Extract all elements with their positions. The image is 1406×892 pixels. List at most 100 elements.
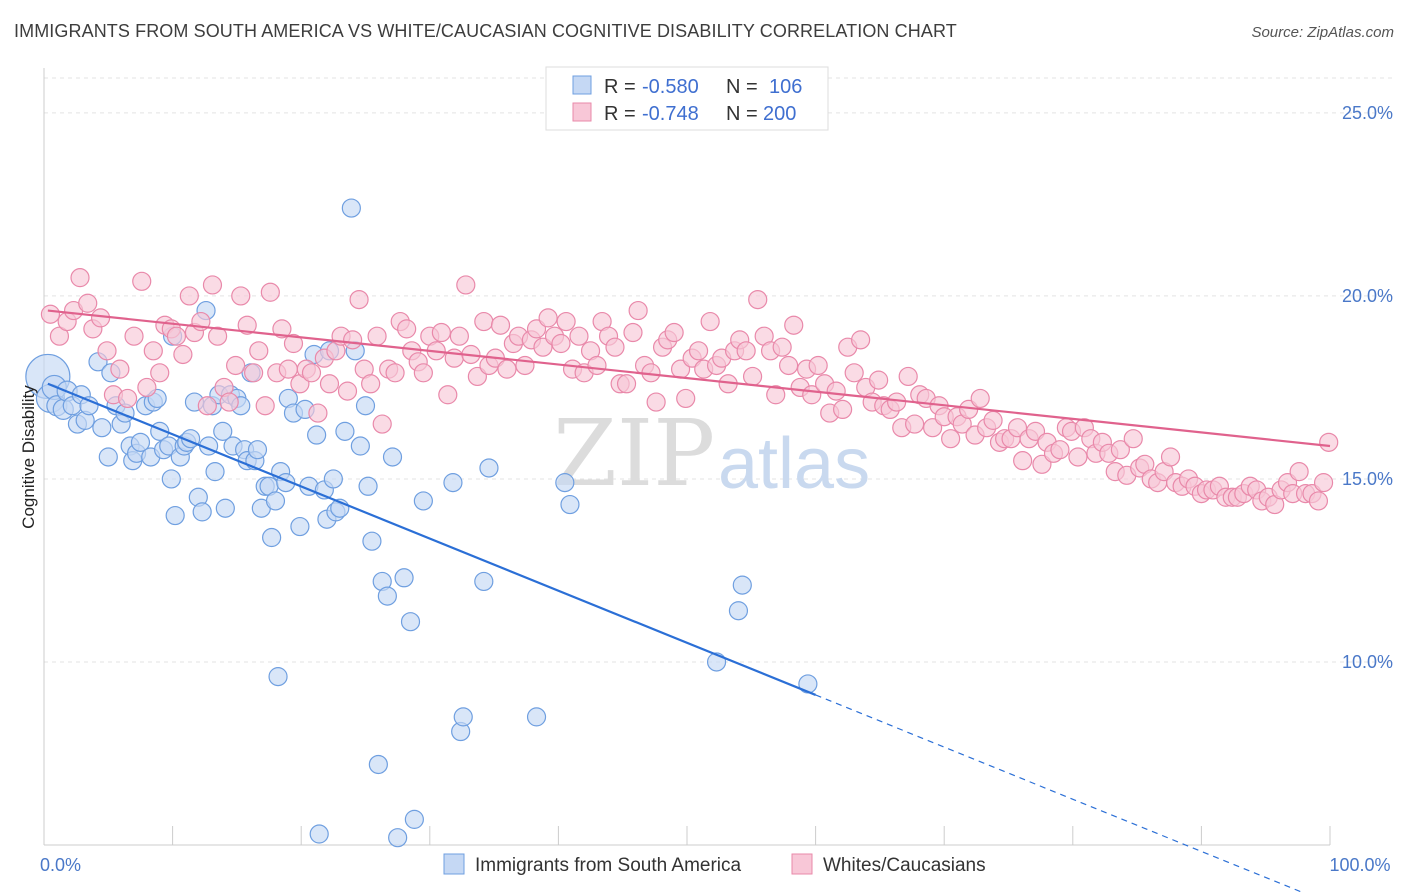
- data-point: [869, 370, 889, 390]
- data-point: [98, 447, 118, 467]
- data-point: [337, 381, 358, 401]
- data-point: [833, 399, 853, 420]
- data-point: [231, 286, 251, 306]
- data-point: [397, 319, 417, 339]
- watermark-zip: ZIP: [553, 400, 715, 507]
- data-point: [343, 330, 363, 350]
- data-point: [688, 341, 709, 361]
- y-tick-label: 25.0%: [1342, 103, 1393, 123]
- legend-n-label-1: N =: [726, 76, 758, 98]
- data-point: [844, 363, 864, 383]
- data-point: [226, 355, 246, 376]
- data-point: [742, 366, 763, 387]
- data-point: [367, 326, 387, 346]
- data-point: [244, 363, 264, 383]
- data-point: [676, 388, 696, 409]
- data-point: [766, 385, 786, 405]
- data-point: [132, 271, 152, 291]
- trend-lines: [47, 309, 1331, 892]
- data-point: [173, 344, 193, 365]
- data-point: [362, 531, 382, 551]
- legend-r-label-2: R =: [604, 103, 636, 125]
- data-point: [497, 359, 517, 379]
- trend-line-immigrants: [47, 382, 817, 696]
- data-point: [526, 707, 547, 727]
- data-point: [555, 473, 575, 493]
- trend-line-immigrants-extension: [815, 694, 1304, 892]
- data-point: [192, 502, 212, 522]
- data-point: [197, 396, 217, 416]
- bottom-legend: Immigrants from South America Whites/Cau…: [443, 853, 986, 876]
- data-point: [341, 198, 361, 218]
- data-point: [887, 392, 907, 412]
- data-point: [382, 447, 403, 467]
- data-point: [262, 527, 282, 548]
- data-point: [92, 418, 112, 438]
- legend-swatch-immigrants: [572, 75, 592, 95]
- data-point: [319, 374, 340, 394]
- data-point: [385, 363, 405, 383]
- data-point: [130, 432, 151, 452]
- data-point: [474, 571, 494, 592]
- data-point: [456, 275, 476, 295]
- data-point: [1110, 440, 1130, 460]
- data-point: [255, 396, 275, 416]
- legend-box: [545, 66, 829, 131]
- data-point: [215, 498, 235, 518]
- data-point: [983, 410, 1003, 430]
- data-point: [358, 476, 378, 496]
- bottom-legend-label-whites: Whites/Caucasians: [823, 855, 986, 876]
- data-point: [208, 326, 228, 346]
- data-point: [361, 374, 381, 394]
- data-point: [736, 341, 756, 361]
- data-point: [551, 333, 571, 354]
- data-point: [368, 754, 388, 775]
- legend-swatch-whites: [572, 102, 592, 122]
- data-point: [628, 300, 648, 321]
- data-point: [309, 824, 329, 844]
- data-point: [605, 337, 625, 357]
- data-point: [438, 385, 458, 405]
- data-point: [646, 392, 666, 412]
- data-point: [260, 282, 280, 302]
- trend-line-whites: [47, 309, 1331, 448]
- data-point: [413, 363, 433, 383]
- data-point: [449, 326, 469, 346]
- data-point: [1289, 462, 1309, 482]
- data-point: [219, 392, 239, 412]
- data-point: [1319, 432, 1339, 452]
- watermark: ZIP atlas: [553, 400, 870, 507]
- data-point: [1308, 491, 1329, 511]
- y-tick-labels: 10.0% 15.0% 20.0% 25.0%: [1342, 103, 1393, 672]
- data-point: [431, 322, 451, 343]
- data-point: [150, 363, 170, 383]
- data-point: [1050, 440, 1070, 460]
- legend-n-value-1: 106: [769, 76, 802, 98]
- y-tick-label: 15.0%: [1342, 469, 1393, 489]
- data-point: [265, 491, 286, 511]
- data-point: [290, 516, 310, 537]
- watermark-atlas: atlas: [718, 424, 870, 504]
- data-point: [143, 341, 163, 361]
- data-point: [732, 575, 752, 595]
- legend-r-label-1: R =: [604, 76, 636, 98]
- data-point: [616, 374, 637, 394]
- data-point: [970, 388, 990, 409]
- data-point: [166, 326, 187, 346]
- data-point: [247, 440, 268, 460]
- data-point: [165, 505, 185, 526]
- data-point: [1013, 451, 1033, 471]
- data-point: [515, 355, 535, 376]
- data-point: [179, 286, 199, 306]
- legend-n-label-2: N =: [726, 103, 758, 125]
- data-point: [323, 469, 343, 489]
- data-point: [78, 293, 98, 313]
- bottom-legend-label-immigrants: Immigrants from South America: [475, 855, 742, 876]
- data-point: [1123, 429, 1143, 449]
- data-point: [808, 355, 828, 376]
- data-point: [268, 667, 288, 687]
- data-point: [377, 586, 397, 606]
- data-point: [110, 359, 130, 379]
- data-point: [587, 355, 607, 376]
